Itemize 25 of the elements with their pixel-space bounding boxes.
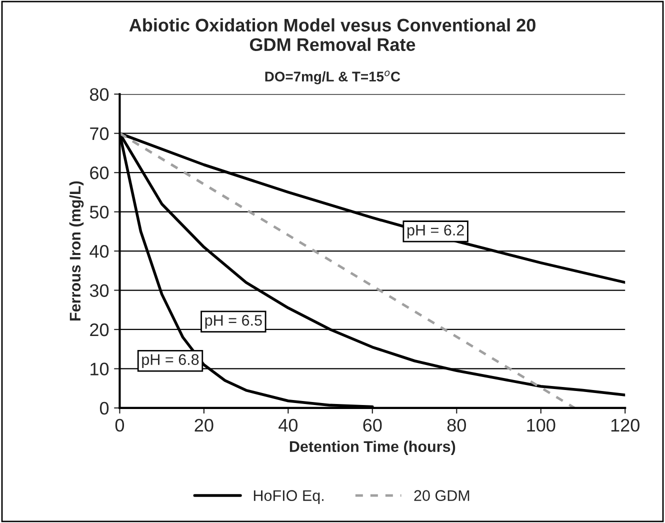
y-tick-label: 40 [90, 244, 109, 258]
y-tick-label: 0 [100, 402, 109, 415]
y-tick-label: 60 [90, 166, 109, 180]
annotation: pH = 6.8 [142, 354, 199, 368]
x-tick-label: 120 [611, 418, 640, 432]
y-tick-label: 70 [90, 127, 109, 140]
x-tick-label: 0 [115, 418, 124, 432]
y-tick-label: 10 [90, 362, 109, 376]
x-tick-label: 100 [527, 418, 556, 432]
x-tick-label: 20 [194, 418, 214, 432]
chart-subtitle: DO=7mg/L & T=15$^{o}$C [265, 70, 400, 84]
x-tick-label: 40 [278, 418, 298, 432]
x-axis-title: Detention Time (hours) [290, 440, 456, 455]
annotation: pH = 6.5 [205, 314, 262, 329]
x-tick-label: 60 [363, 418, 382, 432]
y-tick-label: 30 [90, 284, 109, 297]
x-tick-label: 80 [447, 418, 466, 432]
y-tick-label: 80 [90, 88, 109, 101]
legend-label: HoFIO Eq. [254, 490, 324, 504]
y-tick-label: 20 [90, 323, 109, 336]
legend-label: 20 GDM [414, 490, 470, 501]
y-axis-title: Ferrous Iron (mg/L) [69, 181, 84, 320]
y-tick-label: 50 [90, 206, 109, 219]
chart-title: Abiotic Oxidation Model vesus Conventional 20 GDM Removal Rate [129, 18, 536, 52]
annotation: pH = 6.2 [407, 224, 464, 239]
